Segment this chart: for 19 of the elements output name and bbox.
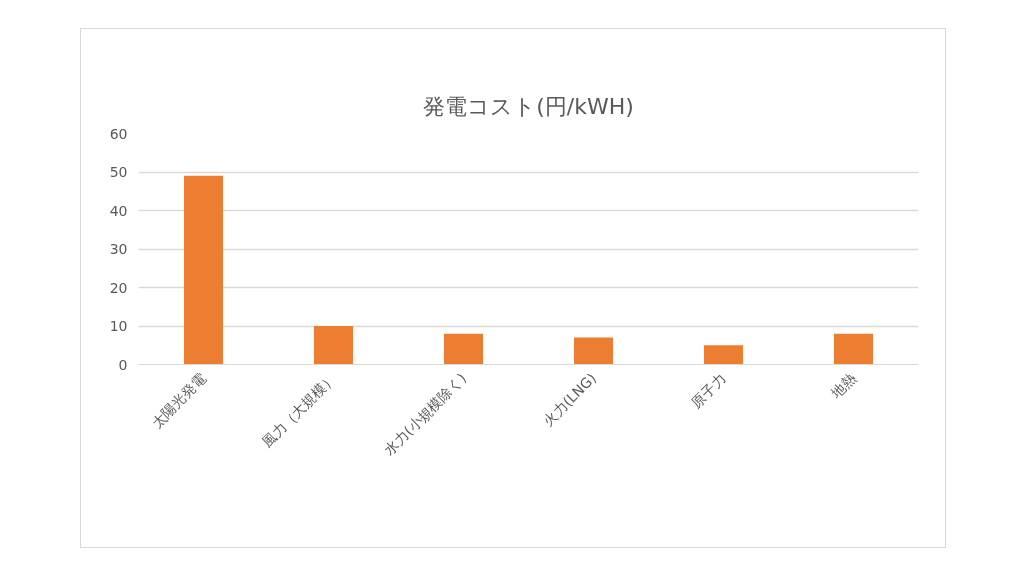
chart-title: 発電コスト(円/kWH): [423, 93, 634, 119]
bar: [314, 326, 353, 365]
y-tick-label: 50: [109, 164, 128, 180]
x-tick-label: 風力（大規模）: [258, 369, 340, 451]
x-tick-label: 水力(小規模除く): [380, 369, 470, 459]
bar: [574, 337, 613, 365]
x-tick-label: 太陽光発電: [148, 369, 210, 431]
bar: [704, 345, 743, 365]
y-tick-label: 40: [109, 202, 128, 219]
bar: [184, 175, 223, 365]
bar: [444, 333, 483, 365]
y-tick-label: 60: [109, 125, 128, 142]
y-tick-label: 10: [109, 318, 128, 334]
y-tick-label: 30: [109, 241, 128, 257]
y-tick-label: 0: [118, 356, 128, 373]
y-tick-label: 20: [109, 279, 128, 296]
bar: [834, 333, 873, 365]
x-tick-label: 地熱: [827, 369, 860, 402]
x-tick-label: 原子力: [688, 369, 730, 411]
